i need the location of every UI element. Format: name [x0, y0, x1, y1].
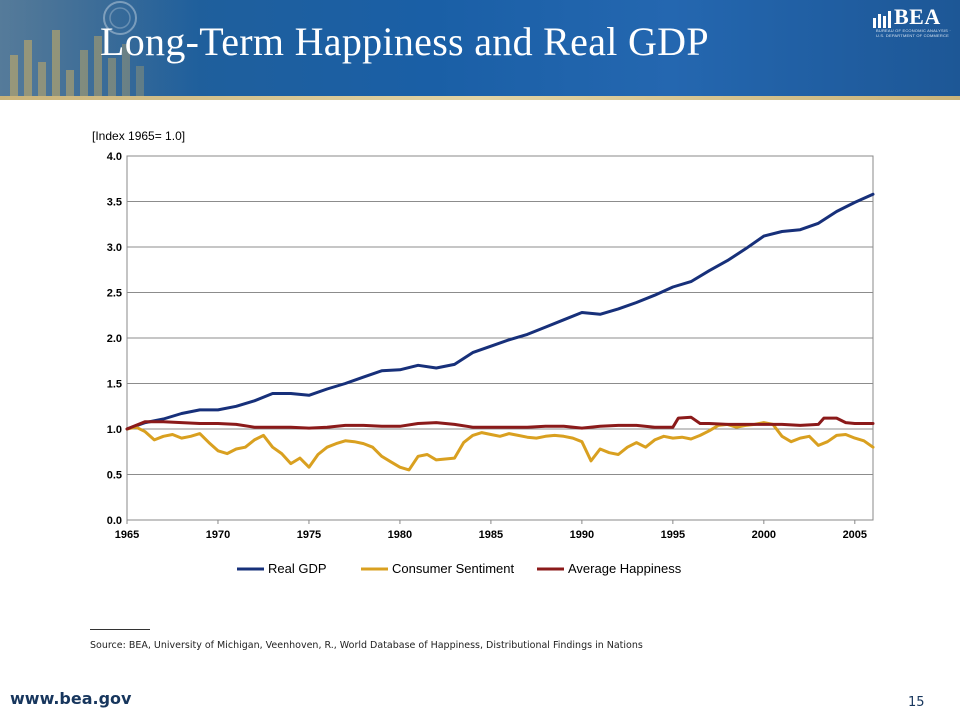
- y-tick-label: 1.0: [107, 424, 122, 436]
- y-tick-label: 3.0: [107, 242, 122, 254]
- website-url[interactable]: www.bea.gov: [10, 689, 132, 708]
- legend-label: Consumer Sentiment: [392, 561, 514, 576]
- header-banner: Long-Term Happiness and Real GDP BEA BUR…: [0, 0, 960, 100]
- banner-photo-fade: [0, 0, 200, 100]
- series-line: [125, 192, 875, 431]
- banner-bar-graphic: [10, 1, 144, 100]
- bea-logo: BEA BUREAU OF ECONOMIC ANALYSIS · U.S. D…: [872, 4, 952, 46]
- x-tick-label: 1965: [115, 529, 139, 541]
- page-number: 15: [908, 695, 925, 710]
- footnote-rule: [90, 629, 150, 630]
- x-tick-label: 1985: [479, 529, 503, 541]
- slide-title: Long-Term Happiness and Real GDP: [100, 19, 709, 64]
- x-tick-label: 1990: [570, 529, 594, 541]
- x-tick-label: 1980: [388, 529, 412, 541]
- y-axis-label: [Index 1965= 1.0]: [92, 129, 185, 143]
- series-line: [125, 421, 875, 472]
- y-tick-label: 0.0: [107, 515, 122, 527]
- x-tick-label: 2005: [843, 529, 867, 541]
- y-tick-label: 4.0: [107, 151, 122, 163]
- bea-logo-mark-icon: [873, 11, 891, 28]
- bea-logo-subtext: BUREAU OF ECONOMIC ANALYSIS · U.S. DEPAR…: [876, 28, 951, 38]
- x-tick-label: 1975: [297, 529, 321, 541]
- banner-gold-stripe: [0, 96, 960, 100]
- y-tick-label: 3.5: [107, 197, 122, 209]
- bea-logo-text: BEA: [894, 4, 941, 29]
- series-line: [125, 415, 875, 431]
- legend-label: Real GDP: [268, 561, 327, 576]
- x-tick-label: 2000: [752, 529, 776, 541]
- y-tick-label: 0.5: [107, 470, 122, 482]
- source-note: Source: BEA, University of Michigan, Vee…: [90, 640, 643, 651]
- y-tick-label: 2.0: [107, 333, 122, 345]
- x-tick-label: 1970: [206, 529, 230, 541]
- y-tick-label: 1.5: [107, 379, 122, 391]
- line-chart: [Index 1965= 1.0] 0.0 0.5 1.0 1.5 2.0 2.5 3.0 3.…: [92, 129, 875, 576]
- legend-label: Average Happiness: [568, 561, 682, 576]
- x-tick-label: 1995: [661, 529, 685, 541]
- y-tick-label: 2.5: [107, 288, 122, 300]
